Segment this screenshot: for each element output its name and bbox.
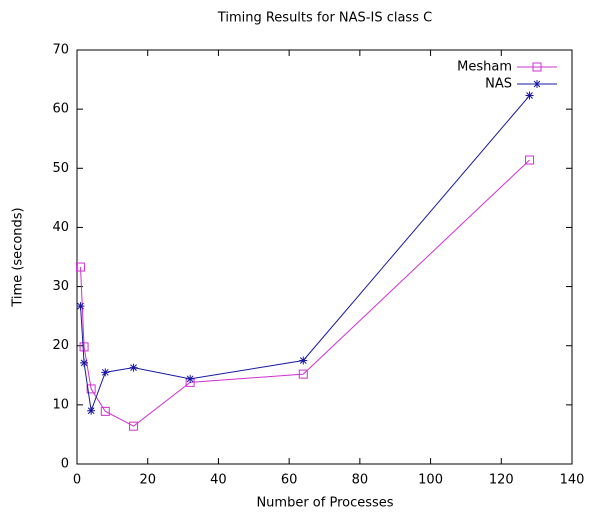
marker — [525, 155, 535, 165]
marker — [87, 406, 96, 415]
y-tick-label: 30 — [52, 279, 69, 294]
x-tick-label: 0 — [73, 473, 81, 488]
marker — [101, 368, 110, 377]
x-axis-label: Number of Processes — [256, 496, 393, 511]
marker — [86, 384, 96, 394]
marker — [525, 91, 534, 100]
marker — [100, 406, 110, 416]
y-tick-label: 60 — [52, 102, 69, 117]
marker — [129, 421, 139, 431]
series-line — [80, 159, 530, 427]
marker — [76, 262, 86, 272]
x-tick-label: 120 — [489, 473, 514, 488]
marker — [298, 369, 308, 379]
x-tick-label: 60 — [281, 473, 298, 488]
y-tick-label: 70 — [52, 43, 69, 58]
legend-label: Mesham — [457, 60, 512, 75]
x-tick-label: 80 — [352, 473, 369, 488]
marker — [533, 80, 541, 88]
x-tick-label: 140 — [560, 473, 585, 488]
x-tick-label: 100 — [418, 473, 443, 488]
series-line — [80, 95, 530, 411]
marker — [80, 358, 89, 367]
marker — [76, 302, 85, 311]
marker — [532, 62, 542, 72]
marker — [79, 342, 89, 352]
y-tick-label: 50 — [52, 161, 69, 176]
x-tick-label: 40 — [210, 473, 227, 488]
marker — [186, 374, 195, 383]
y-tick-label: 0 — [61, 457, 69, 472]
chart-title: Timing Results for NAS-IS class C — [217, 11, 432, 26]
marker — [299, 356, 308, 365]
marker — [129, 363, 138, 372]
legend-label: NAS — [485, 77, 512, 92]
y-tick-label: 20 — [52, 338, 69, 353]
y-tick-label: 10 — [52, 397, 69, 412]
y-axis-label: Time (seconds) — [11, 207, 26, 307]
y-tick-label: 40 — [52, 220, 69, 235]
x-tick-label: 20 — [139, 473, 156, 488]
plot-frame — [76, 49, 573, 465]
